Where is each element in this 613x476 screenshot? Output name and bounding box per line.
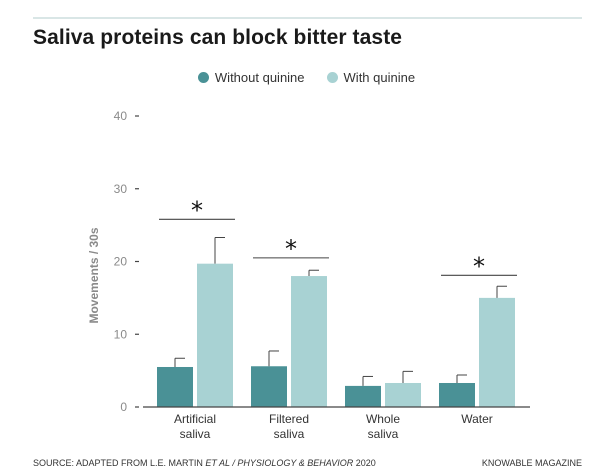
bar [291,276,327,407]
x-tick-label: Water [461,412,493,426]
bar [197,263,233,407]
x-tick-label: Whole [366,412,400,426]
bar [439,382,475,407]
y-tick-label: 40 [114,109,128,123]
source-suffix: 2020 [353,458,376,468]
legend-swatch-with-quinine [326,72,338,83]
y-tick-label: 10 [114,327,128,341]
x-tick-label: Artificial [174,412,216,426]
bar [345,385,381,407]
top-rule [33,17,582,19]
y-tick-label: 20 [114,255,128,269]
significance-asterisk: * [191,196,203,224]
x-tick-label: saliva [180,427,211,441]
significance-asterisk: * [473,252,485,280]
y-axis-title: Movements / 30s [87,227,101,323]
bar [479,297,515,407]
y-tick-label: 30 [114,182,128,196]
bar [157,366,193,407]
source-note: SOURCE: ADAPTED FROM L.E. MARTIN ET AL /… [33,458,376,468]
bar [251,366,287,407]
credit: KNOWABLE MAGAZINE [481,458,582,468]
bar [385,382,421,407]
y-tick-label: 0 [120,400,127,414]
x-tick-label: saliva [368,427,399,441]
legend-swatch-without-quinine [197,72,209,83]
legend: Without quinine With quinine [0,70,613,85]
legend-item-with-quinine: With quinine [326,70,416,85]
significance-asterisk: * [285,235,297,263]
x-tick-label: saliva [274,427,305,441]
source-italic: ET AL / PHYSIOLOGY & BEHAVIOR [205,458,354,468]
chart-title: Saliva proteins can block bitter taste [33,26,403,49]
x-tick-label: Filtered [269,412,309,426]
legend-label-without-quinine: Without quinine [214,70,305,85]
legend-item-without-quinine: Without quinine [197,70,305,85]
legend-label-with-quinine: With quinine [343,70,416,85]
source-prefix: SOURCE: ADAPTED FROM L.E. MARTIN [33,458,206,468]
